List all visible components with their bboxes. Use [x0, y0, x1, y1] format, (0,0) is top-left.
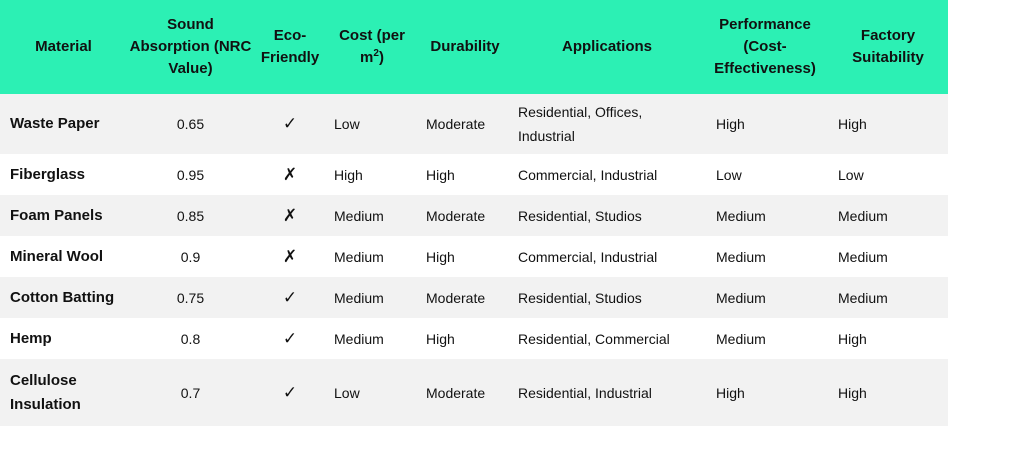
cell-factory-suitability: High [838, 384, 867, 401]
cell-eco-cross-icon: ✗ [282, 246, 298, 266]
cell-nrc: 0.9 [180, 248, 201, 265]
cell-eco-cross-icon: ✗ [282, 164, 298, 184]
cell-applications: Residential, Commercial [518, 330, 670, 347]
cell-eco-cross-icon: ✗ [282, 205, 298, 225]
cell-durability: Moderate [426, 384, 486, 401]
cell-eco-check-icon: ✓ [282, 287, 298, 307]
cell-factory-suitability: Medium [838, 248, 888, 265]
header-cost: Cost (per m2) [326, 0, 418, 94]
cell-cost: High [334, 166, 363, 183]
cell-performance: High [716, 384, 745, 401]
cell-nrc: 0.8 [180, 330, 201, 347]
cell-material: Cellulose Insulation [10, 371, 81, 413]
cell-nrc: 0.65 [176, 116, 205, 132]
header-eco-friendly: Eco-Friendly [260, 27, 320, 66]
table-row: Waste Paper 0.65 ✓ Low Moderate Resident… [0, 94, 948, 154]
cell-performance: Medium [716, 330, 766, 347]
header-factory-suitability: Factory Suitability [852, 27, 924, 66]
table-row: Mineral Wool 0.9 ✗ Medium High Commercia… [0, 236, 948, 277]
table-row: Foam Panels 0.85 ✗ Medium Moderate Resid… [0, 195, 948, 236]
header-applications: Applications [561, 38, 652, 55]
table-header-row: Material Sound Absorption (NRC Value) Ec… [0, 0, 948, 94]
cell-factory-suitability: Medium [838, 289, 888, 306]
cell-durability: High [426, 330, 455, 347]
cell-performance: Medium [716, 207, 766, 224]
cell-cost: Medium [334, 330, 384, 347]
cell-material: Cotton Batting [10, 288, 115, 306]
cell-performance: Medium [716, 248, 766, 265]
table-row: Fiberglass 0.95 ✗ High High Commercial, … [0, 154, 948, 195]
cell-eco-check-icon: ✓ [282, 382, 298, 402]
cell-performance: Medium [716, 289, 766, 306]
cell-material: Hemp [10, 329, 52, 347]
cell-cost: Medium [334, 289, 384, 306]
cell-applications: Residential, Offices, Industrial [518, 104, 643, 144]
cell-factory-suitability: Medium [838, 207, 888, 224]
cell-material: Fiberglass [10, 165, 86, 183]
header-performance: Performance (Cost-Effectiveness) [714, 16, 816, 77]
table-row: Cotton Batting 0.75 ✓ Medium Moderate Re… [0, 277, 948, 318]
cell-performance: High [716, 116, 745, 132]
cell-nrc: 0.95 [176, 166, 205, 183]
table-row: Hemp 0.8 ✓ Medium High Residential, Comm… [0, 318, 948, 359]
table-row: Cellulose Insulation 0.7 ✓ Low Moderate … [0, 359, 948, 426]
cell-material: Waste Paper [10, 115, 100, 132]
cell-cost: Low [334, 116, 360, 132]
cell-nrc: 0.85 [176, 207, 205, 224]
cell-cost: Low [334, 384, 360, 401]
cell-applications: Residential, Studios [518, 207, 642, 224]
cell-cost: Medium [334, 207, 384, 224]
header-cost-superscript: 2 [373, 48, 379, 59]
cell-factory-suitability: High [838, 330, 867, 347]
cell-durability: Moderate [426, 116, 486, 132]
header-sound-absorption: Sound Absorption (NRC Value) [129, 16, 252, 77]
cell-material: Foam Panels [10, 206, 103, 224]
materials-comparison-table: Material Sound Absorption (NRC Value) Ec… [0, 0, 948, 426]
cell-performance: Low [716, 166, 742, 183]
cell-applications: Residential, Studios [518, 289, 642, 306]
cell-applications: Commercial, Industrial [518, 166, 658, 183]
cell-durability: High [426, 166, 455, 183]
cell-material: Mineral Wool [10, 247, 104, 265]
header-cost-text: Cost (per m [339, 27, 405, 66]
cell-durability: High [426, 248, 455, 265]
header-cost-tail: ) [378, 49, 384, 66]
header-material: Material [35, 38, 92, 55]
cell-durability: Moderate [426, 289, 486, 306]
cell-applications: Commercial, Industrial [518, 248, 658, 265]
cell-cost: Medium [334, 248, 384, 265]
cell-factory-suitability: High [838, 116, 867, 132]
cell-nrc: 0.75 [176, 289, 205, 306]
cell-factory-suitability: Low [838, 166, 864, 183]
cell-durability: Moderate [426, 207, 486, 224]
header-durability: Durability [430, 38, 500, 55]
cell-applications: Residential, Industrial [518, 384, 652, 401]
cell-nrc: 0.7 [180, 384, 201, 401]
cell-eco-check-icon: ✓ [282, 328, 298, 348]
materials-comparison-table-container: Material Sound Absorption (NRC Value) Ec… [0, 0, 948, 426]
cell-eco-check-icon: ✓ [282, 114, 298, 133]
